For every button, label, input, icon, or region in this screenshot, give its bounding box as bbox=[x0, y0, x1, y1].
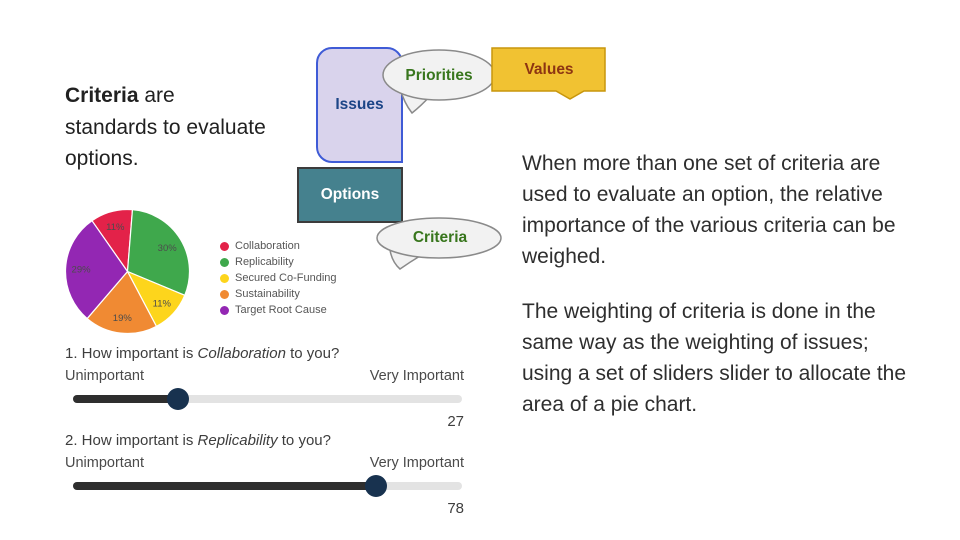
importance-slider[interactable] bbox=[73, 387, 462, 411]
criterion-name: Replicability bbox=[197, 432, 278, 449]
legend-dot-icon bbox=[220, 305, 229, 315]
intro-line-2: standards to evaluate bbox=[65, 115, 266, 139]
slider-fill bbox=[73, 395, 179, 403]
legend-label: Replicability bbox=[235, 256, 294, 268]
body-paragraph-1: When more than one set of criteria are u… bbox=[522, 152, 896, 268]
priorities-speech-bubble bbox=[382, 49, 496, 115]
legend-item: Target Root Cause bbox=[220, 302, 337, 318]
slider-value: 27 bbox=[447, 413, 464, 430]
values-label: Values bbox=[524, 61, 574, 78]
legend-item: Sustainability bbox=[220, 286, 337, 302]
pie-slice-replicability bbox=[126, 209, 191, 297]
intro-text: Criteria are standards to evaluate optio… bbox=[65, 80, 305, 175]
slider-fill bbox=[73, 482, 377, 490]
criteria-label: Criteria bbox=[412, 229, 468, 246]
legend-label: Sustainability bbox=[235, 288, 300, 300]
pie-slice-sustainability bbox=[86, 270, 158, 335]
options-box: Options bbox=[297, 167, 403, 223]
legend-dot-icon bbox=[220, 289, 229, 299]
weighting-pie-chart: 11% 30% 11% 19% 29% bbox=[62, 206, 193, 337]
body-paragraph-2: The weighting of criteria is done in the… bbox=[522, 300, 907, 416]
callout-shape bbox=[491, 47, 606, 100]
legend-label: Secured Co-Funding bbox=[235, 272, 337, 284]
slider-value: 78 bbox=[447, 500, 464, 517]
importance-slider[interactable] bbox=[73, 474, 462, 498]
question-text: 2. How important is Replicability to you… bbox=[65, 432, 331, 449]
slider-min-label: Unimportant bbox=[65, 368, 144, 384]
body-text: When more than one set of criteria are u… bbox=[522, 148, 916, 420]
issues-label: Issues bbox=[335, 96, 384, 113]
slider-thumb[interactable] bbox=[167, 388, 190, 410]
legend-dot-icon bbox=[220, 273, 229, 283]
legend-dot-icon bbox=[220, 257, 229, 267]
criteria-speech-bubble bbox=[376, 217, 502, 270]
legend-label: Collaboration bbox=[235, 240, 300, 252]
slider-min-label: Unimportant bbox=[65, 455, 144, 471]
pie-slice-percentage: 19% bbox=[113, 313, 133, 324]
legend-label: Target Root Cause bbox=[235, 304, 327, 316]
pie-slice-target-root-cause bbox=[64, 219, 129, 320]
criterion-weight-question-2: 2. How important is Replicability to you… bbox=[65, 432, 464, 517]
options-label: Options bbox=[320, 186, 380, 203]
question-text: 1. How important is Collaboration to you… bbox=[65, 345, 340, 362]
slider-thumb[interactable] bbox=[365, 475, 388, 497]
intro-line-3: options. bbox=[65, 147, 139, 170]
pie-slice-percentage: 11% bbox=[106, 222, 125, 233]
criterion-name: Collaboration bbox=[197, 345, 286, 362]
slider-max-label: Very Important bbox=[369, 455, 464, 471]
intro-line-1: Criteria are bbox=[65, 84, 175, 107]
pie-legend: Collaboration Replicability Secured Co-F… bbox=[220, 238, 337, 318]
pie-slice-percentage: 30% bbox=[158, 243, 178, 254]
pie-chart-svg: 11% 30% 11% 19% 29% bbox=[64, 208, 191, 335]
legend-item: Secured Co-Funding bbox=[220, 270, 337, 286]
legend-item: Collaboration bbox=[220, 238, 337, 254]
legend-dot-icon bbox=[220, 241, 229, 251]
pie-slice-percentage: 11% bbox=[153, 298, 172, 309]
pie-slice-percentage: 29% bbox=[72, 265, 92, 276]
speech-bubble-shape bbox=[376, 217, 502, 259]
slider-max-label: Very Important bbox=[369, 368, 464, 384]
legend-item: Replicability bbox=[220, 254, 337, 270]
criterion-weight-question-1: 1. How important is Collaboration to you… bbox=[65, 345, 464, 430]
slider-track[interactable] bbox=[73, 395, 462, 403]
priorities-label: Priorities bbox=[405, 67, 473, 84]
values-callout-shape bbox=[491, 47, 606, 100]
